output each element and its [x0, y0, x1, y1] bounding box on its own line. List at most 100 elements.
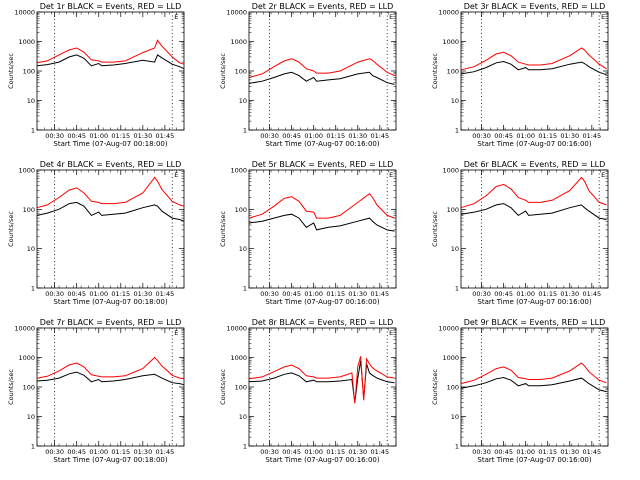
series-lld-line — [248, 356, 395, 404]
x-axis-label: Start Time (07-Aug-07 00:18:00) — [53, 140, 167, 148]
chart-panel-2: Det 2r BLACK = Events, RED = LLD 1 10 100 10… — [219, 2, 397, 148]
y-tick-label: 10000 — [14, 325, 35, 333]
event-marker-label: E — [174, 13, 178, 21]
x-tick-label: 01:00 — [516, 448, 535, 456]
x-tick-label: 00:45 — [494, 132, 513, 140]
y-axis-label: Counts/sec — [431, 53, 439, 89]
x-tick-label: 01:30 — [348, 448, 367, 456]
plot-frame — [36, 169, 185, 289]
x-tick-label: 01:15 — [538, 448, 557, 456]
x-axis-label: Start Time (07-Aug-07 00:16:00) — [265, 140, 379, 148]
panel-title: Det 5r BLACK = Events, RED = LLD — [252, 160, 394, 169]
series-events-line — [248, 360, 395, 403]
chart-panel-5: Det 5r BLACK = Events, RED = LLD 1 10 100 10… — [219, 160, 397, 306]
y-tick-label: 100 — [447, 68, 459, 76]
series-events-line — [36, 201, 185, 222]
y-tick-label: 1000 — [230, 167, 247, 175]
event-marker-label: E — [389, 13, 393, 21]
y-tick-label: 10 — [239, 245, 247, 253]
series-events-line — [460, 60, 607, 76]
x-tick-label: 00:30 — [45, 132, 64, 140]
x-tick-label: 01:30 — [133, 290, 152, 298]
y-tick-label: 1 — [455, 285, 459, 293]
x-tick-label: 01:00 — [304, 448, 323, 456]
y-tick-label: 1000 — [18, 354, 35, 362]
x-axis-label: Start Time (07-Aug-07 00:16:00) — [477, 140, 591, 148]
panel-title: Det 7r BLACK = Events, RED = LLD — [40, 318, 182, 327]
series-events-line — [460, 203, 607, 220]
y-tick-label: 1 — [31, 443, 35, 451]
x-axis-label: Start Time (07-Aug-07 00:16:00) — [265, 456, 379, 464]
y-axis-label: Counts/sec — [7, 211, 15, 247]
plot-frame — [248, 327, 397, 447]
x-tick-label: 00:30 — [260, 290, 279, 298]
y-tick-label: 1 — [455, 443, 459, 451]
panel-title: Det 1r BLACK = Events, RED = LLD — [40, 2, 182, 11]
x-tick-label: 01:45 — [156, 290, 175, 298]
x-tick-label: 01:30 — [348, 290, 367, 298]
chart-panel-6: Det 6r BLACK = Events, RED = LLD 1 10 100 10… — [431, 160, 609, 306]
x-tick-label: 01:15 — [538, 290, 557, 298]
x-tick-label: 01:15 — [111, 132, 130, 140]
y-tick-label: 1000 — [230, 38, 247, 46]
panel-title: Det 9r BLACK = Events, RED = LLD — [464, 318, 606, 327]
series-events-line — [460, 376, 607, 393]
y-axis-label: Counts/sec — [219, 211, 227, 247]
plot-frame — [248, 11, 397, 131]
y-tick-label: 100 — [235, 68, 247, 76]
x-tick-label: 00:30 — [472, 448, 491, 456]
series-events-line — [248, 213, 395, 232]
x-tick-label: 01:45 — [370, 290, 389, 298]
y-axis-label: Counts/sec — [219, 53, 227, 89]
x-tick-label: 01:15 — [111, 290, 130, 298]
series-lld-line — [460, 176, 607, 209]
x-tick-label: 00:45 — [67, 132, 86, 140]
x-tick-label: 01:00 — [516, 132, 535, 140]
plot-frame — [460, 11, 609, 131]
plot-frame — [36, 327, 185, 447]
x-tick-label: 00:30 — [260, 132, 279, 140]
y-tick-label: 1 — [455, 127, 459, 135]
x-tick-label: 01:15 — [538, 132, 557, 140]
y-tick-label: 10000 — [438, 325, 459, 333]
x-axis-label: Start Time (07-Aug-07 00:16:00) — [477, 456, 591, 464]
panel-title: Det 6r BLACK = Events, RED = LLD — [464, 160, 606, 169]
x-tick-label: 01:30 — [348, 132, 367, 140]
event-marker-label: E — [389, 171, 393, 179]
x-tick-label: 01:45 — [370, 132, 389, 140]
series-events-line — [36, 54, 185, 70]
y-tick-label: 1 — [243, 285, 247, 293]
x-tick-label: 00:45 — [282, 132, 301, 140]
x-axis-label: Start Time (07-Aug-07 00:18:00) — [53, 298, 167, 306]
x-tick-label: 00:30 — [45, 290, 64, 298]
x-tick-label: 01:00 — [89, 132, 108, 140]
panel-title: Det 8r BLACK = Events, RED = LLD — [252, 318, 394, 327]
chart-panel-4: Det 4r BLACK = Events, RED = LLD 1 10 100 10… — [7, 160, 185, 306]
y-tick-label: 10 — [239, 97, 247, 105]
y-axis-label: Counts/sec — [7, 369, 15, 405]
x-tick-label: 01:00 — [89, 290, 108, 298]
x-tick-label: 00:45 — [494, 448, 513, 456]
x-tick-label: 01:15 — [111, 448, 130, 456]
x-tick-label: 01:00 — [304, 290, 323, 298]
y-tick-label: 100 — [23, 384, 35, 392]
event-marker-label: E — [601, 13, 605, 21]
x-tick-label: 00:30 — [472, 132, 491, 140]
series-lld-line — [248, 193, 395, 219]
event-marker-label: E — [601, 329, 605, 337]
x-tick-label: 01:45 — [156, 132, 175, 140]
x-tick-label: 01:45 — [582, 132, 601, 140]
y-tick-label: 10 — [27, 245, 35, 253]
y-tick-label: 1000 — [442, 354, 459, 362]
y-tick-label: 10 — [451, 97, 459, 105]
y-tick-label: 10 — [27, 97, 35, 105]
y-tick-label: 10000 — [438, 9, 459, 17]
x-tick-label: 01:00 — [516, 290, 535, 298]
chart-panel-8: Det 8r BLACK = Events, RED = LLD 1 10 100 10… — [219, 318, 397, 464]
event-marker-label: E — [174, 329, 178, 337]
x-tick-label: 00:30 — [45, 448, 64, 456]
chart-panel-7: Det 7r BLACK = Events, RED = LLD 1 10 100 10… — [7, 318, 185, 464]
panel-title: Det 4r BLACK = Events, RED = LLD — [40, 160, 182, 169]
x-tick-label: 00:45 — [67, 448, 86, 456]
y-tick-label: 10000 — [226, 325, 247, 333]
